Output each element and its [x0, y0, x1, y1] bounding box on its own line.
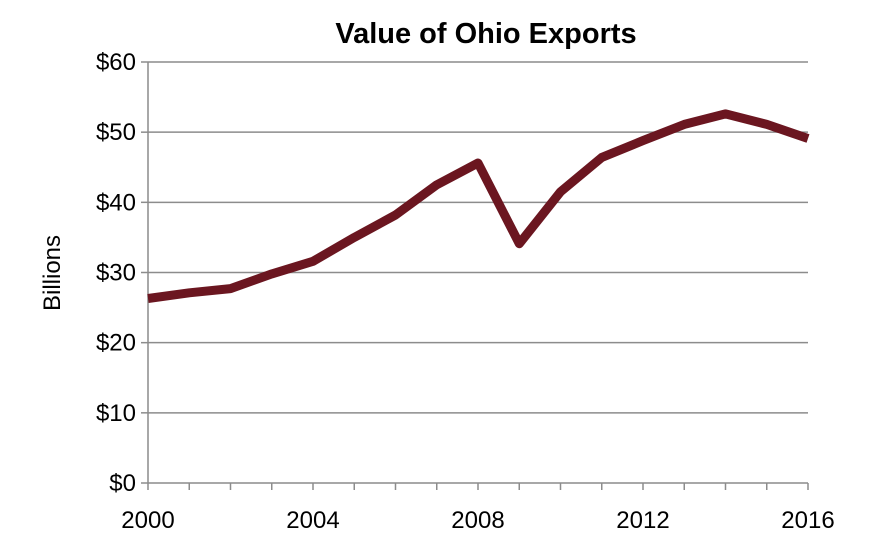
x-tick-labels: 2000 2004 2008 2012 2016 — [121, 507, 834, 534]
x-tick-label-1: 2004 — [286, 507, 339, 534]
grid-lines — [148, 61, 808, 414]
axes — [141, 61, 809, 490]
y-tick-label-0: $0 — [109, 470, 136, 497]
x-tick-label-0: 2000 — [121, 507, 174, 534]
series-line-0 — [147, 109, 810, 303]
y-tick-label-2: $20 — [96, 330, 136, 357]
series-lines — [147, 109, 810, 303]
y-tick-label-4: $40 — [96, 189, 136, 216]
y-tick-label-1: $10 — [96, 400, 136, 427]
y-tick-labels: $0 $10 $20 $30 $40 $50 $60 — [96, 49, 136, 497]
x-tick-label-2: 2008 — [451, 507, 504, 534]
x-tick-label-4: 2016 — [781, 507, 834, 534]
y-axis-label: Billions — [39, 235, 66, 311]
x-tick-label-3: 2012 — [616, 507, 669, 534]
y-tick-label-6: $60 — [96, 49, 136, 76]
chart-title: Value of Ohio Exports — [335, 18, 636, 50]
y-tick-label-5: $50 — [96, 119, 136, 146]
y-tick-label-3: $30 — [96, 260, 136, 287]
